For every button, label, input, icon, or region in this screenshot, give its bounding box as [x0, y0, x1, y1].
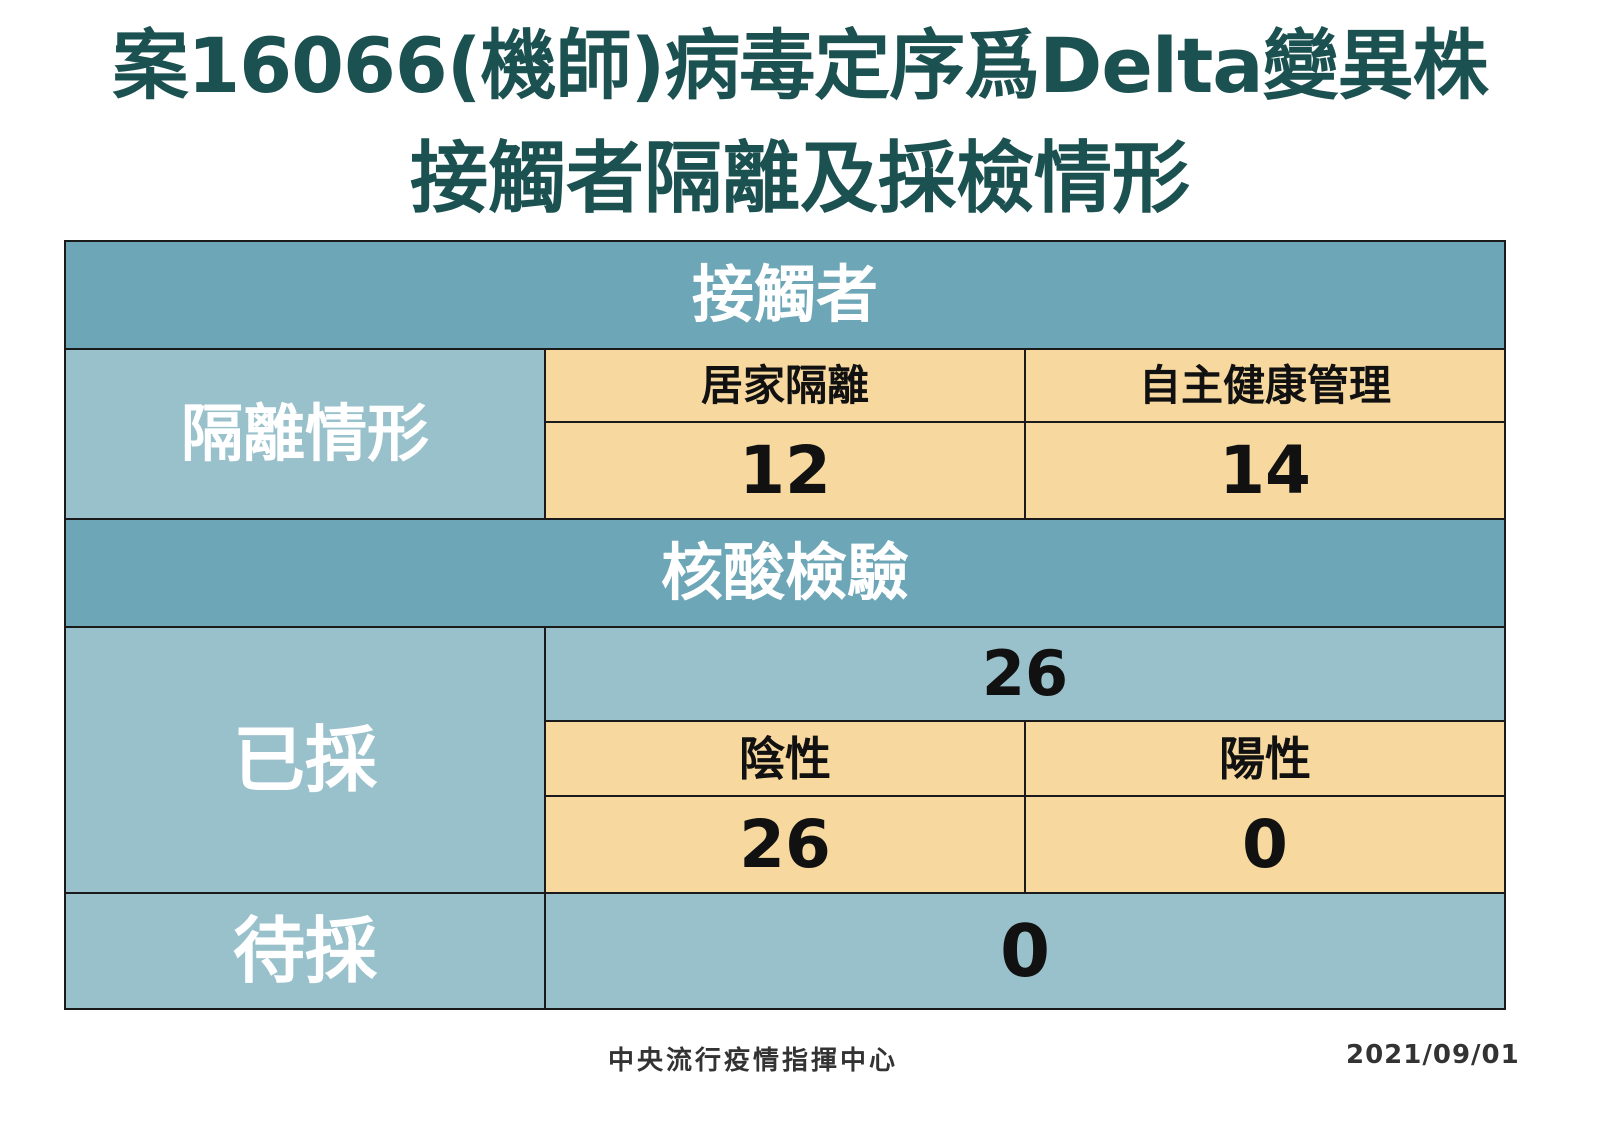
title-line-1: 案16066(機師)病毒定序爲Delta變異株	[112, 21, 1488, 110]
contacts-header: 接觸者	[66, 242, 1504, 348]
sampled-label: 已採	[66, 628, 544, 892]
agency-name: 中央流行疫情指揮中心	[608, 1046, 899, 1076]
pending-label: 待採	[66, 894, 544, 1008]
pending-value: 0	[546, 894, 1504, 1008]
sampled-total-value: 26	[546, 628, 1504, 720]
positive-label: 陽性	[1026, 722, 1504, 795]
self-health-management-value: 14	[1026, 423, 1504, 518]
isolation-label: 隔離情形	[66, 350, 544, 518]
home-isolation-label: 居家隔離	[546, 350, 1024, 421]
date-stamp: 2021/09/01	[1346, 1040, 1520, 1070]
self-health-management-label: 自主健康管理	[1026, 350, 1504, 421]
home-isolation-value: 12	[546, 423, 1024, 518]
positive-value: 0	[1026, 797, 1504, 892]
pcr-test-header: 核酸檢驗	[66, 520, 1504, 626]
contact-table: 接觸者 隔離情形 居家隔離 自主健康管理 12 14 核酸檢驗 已採 26 陰性…	[64, 240, 1506, 1010]
title-line-2: 接觸者隔離及採檢情形	[409, 134, 1190, 224]
negative-value: 26	[546, 797, 1024, 892]
negative-label: 陰性	[546, 722, 1024, 795]
